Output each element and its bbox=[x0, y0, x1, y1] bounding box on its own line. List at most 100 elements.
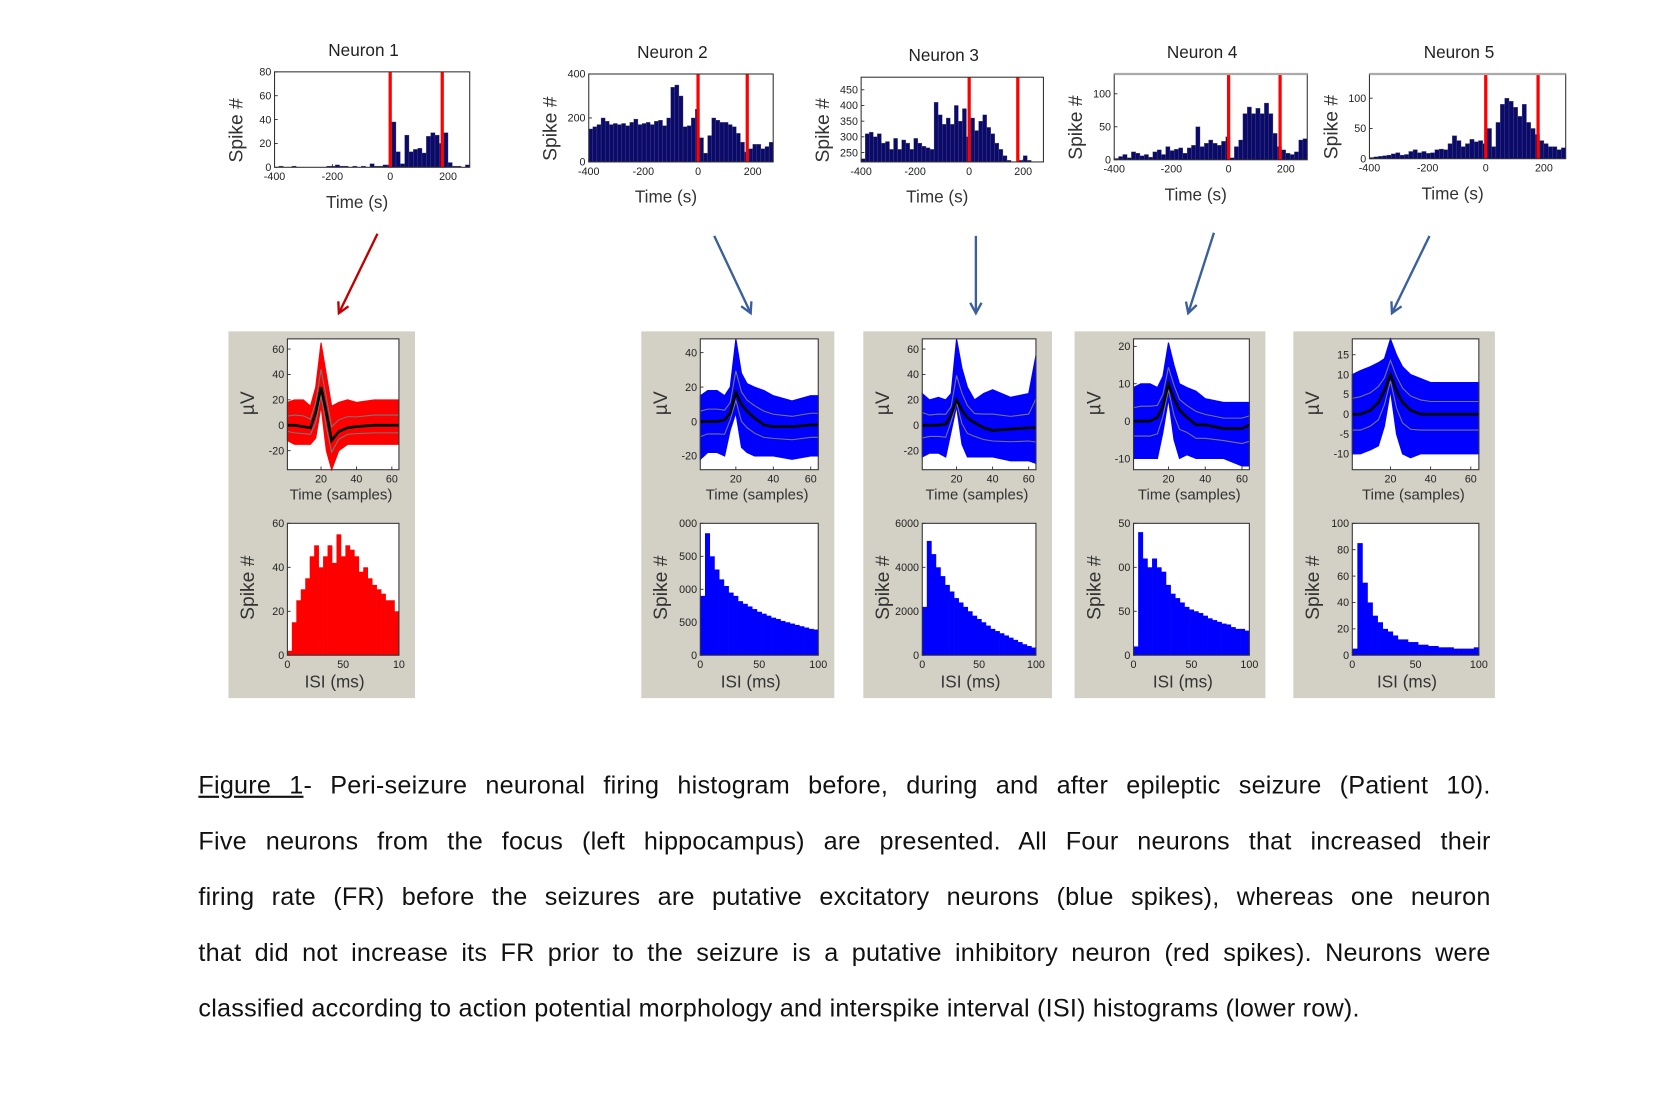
isi-bar bbox=[1463, 648, 1470, 656]
psth-chart: Neuron 4 -400 -200 0 200 0 50 100 Time (s) Spike … bbox=[1066, 42, 1308, 205]
psth-bar bbox=[736, 133, 741, 163]
isi-bar bbox=[349, 549, 355, 656]
waveform-x-axis-label: Time (samples) bbox=[1138, 487, 1241, 504]
psth-bar bbox=[691, 117, 696, 163]
psth-bar bbox=[670, 87, 675, 163]
x-tick-label: 100 bbox=[1027, 659, 1045, 671]
isi-bar bbox=[390, 600, 395, 656]
psth-bar bbox=[723, 122, 729, 163]
isi-bar bbox=[723, 585, 729, 656]
x-tick-label: 10 bbox=[393, 659, 405, 671]
psth-bar bbox=[426, 136, 431, 168]
isi-bar bbox=[1397, 639, 1404, 656]
psth-bar bbox=[1478, 140, 1484, 159]
isi-bar bbox=[1193, 611, 1199, 656]
psth-bar bbox=[1195, 126, 1201, 160]
psth-bar bbox=[654, 121, 659, 163]
isi-bar bbox=[756, 611, 762, 656]
isi-bar bbox=[1165, 584, 1171, 656]
isi-bar bbox=[1203, 615, 1208, 656]
y-tick-label: 60 bbox=[907, 344, 919, 356]
isi-bar bbox=[381, 593, 386, 656]
isi-bar bbox=[775, 618, 781, 656]
x-tick-label: 20 bbox=[951, 474, 963, 486]
axes-frame bbox=[286, 338, 400, 471]
isi-bar bbox=[1357, 543, 1363, 656]
caption-line-5: classified according to action potential… bbox=[198, 994, 1360, 1022]
psth-bar bbox=[596, 124, 602, 163]
y-tick-label: 400 bbox=[568, 69, 586, 81]
isi-bar bbox=[1240, 628, 1246, 656]
psth-bar bbox=[1404, 154, 1409, 159]
x-tick-label: -400 bbox=[264, 171, 285, 183]
y-tick-label: 60 bbox=[272, 518, 284, 530]
psth-bar bbox=[1421, 151, 1427, 159]
psth-bar bbox=[645, 122, 651, 163]
psth-bar bbox=[1500, 104, 1505, 159]
isi-bar bbox=[1443, 647, 1449, 656]
isi-bar bbox=[309, 556, 315, 656]
psth-bar bbox=[421, 152, 427, 168]
y-tick-label: -20 bbox=[682, 451, 698, 463]
waveform-y-axis-label: µV bbox=[1303, 391, 1324, 415]
psth-bar bbox=[1561, 147, 1566, 159]
isi-bar bbox=[394, 611, 400, 656]
y-tick-label: 60 bbox=[1337, 571, 1349, 583]
psth-bar bbox=[937, 114, 943, 163]
waveform-sd-lower bbox=[1352, 380, 1479, 431]
psth-bar bbox=[1272, 133, 1278, 160]
waveform-sd-lower bbox=[287, 394, 399, 454]
neuron-title: Neuron 5 bbox=[1424, 42, 1495, 62]
psth-bar bbox=[974, 130, 979, 163]
psth-y-axis-label: Spike # bbox=[813, 98, 834, 163]
y-tick-label: 0 bbox=[1360, 153, 1366, 165]
isi-bar bbox=[958, 602, 964, 656]
psth-bar bbox=[1186, 147, 1192, 160]
isi-bar bbox=[300, 589, 306, 656]
isi-bar bbox=[794, 624, 800, 656]
x-tick-label: 200 bbox=[1277, 164, 1295, 176]
x-tick-label: -400 bbox=[1103, 164, 1124, 176]
psth-bar bbox=[629, 122, 634, 163]
axes-frame bbox=[273, 71, 471, 168]
neuron-title: Neuron 4 bbox=[1167, 42, 1238, 62]
isi-bar bbox=[954, 598, 959, 656]
x-tick-label: 0 bbox=[919, 659, 925, 671]
psth-bar bbox=[1548, 146, 1553, 159]
y-tick-label: 15 bbox=[1337, 349, 1349, 361]
waveform-y-axis-label: µV bbox=[873, 391, 894, 415]
psth-bar bbox=[417, 148, 423, 168]
psth-bar bbox=[408, 151, 414, 168]
isi-bar bbox=[1362, 582, 1368, 656]
isi-x-axis-label: ISI (ms) bbox=[941, 671, 1001, 691]
isi-y-axis-label: Spike # bbox=[238, 555, 259, 620]
isi-bar bbox=[981, 622, 987, 656]
neuron-title: Neuron 1 bbox=[328, 40, 399, 60]
psth-bar bbox=[1552, 146, 1558, 159]
isi-bar bbox=[1207, 618, 1213, 656]
psth-bar bbox=[1169, 150, 1175, 160]
y-tick-label: -20 bbox=[269, 445, 285, 457]
caption-line-1: Figure 1- Peri-seizure neuronal firing h… bbox=[198, 764, 1490, 820]
y-tick-label: 00 bbox=[1118, 562, 1130, 574]
x-tick-label: 100 bbox=[1240, 659, 1258, 671]
isi-y-axis-label: Spike # bbox=[873, 555, 894, 620]
isi-bar bbox=[1161, 571, 1167, 656]
psth-bar bbox=[921, 146, 927, 163]
psth-bar bbox=[732, 126, 737, 163]
psth-bar bbox=[1174, 149, 1179, 160]
isi-bar bbox=[367, 578, 373, 656]
isi-bar bbox=[1473, 647, 1480, 656]
psth-bar bbox=[760, 148, 766, 163]
waveform-mean-line bbox=[922, 396, 1036, 432]
x-tick-label: 0 bbox=[1131, 659, 1137, 671]
isi-bar bbox=[990, 628, 996, 656]
y-tick-label: 0 bbox=[691, 416, 697, 428]
psth-bar bbox=[764, 146, 770, 163]
y-tick-label: 0 bbox=[278, 420, 284, 432]
psth-bar bbox=[1517, 116, 1523, 159]
